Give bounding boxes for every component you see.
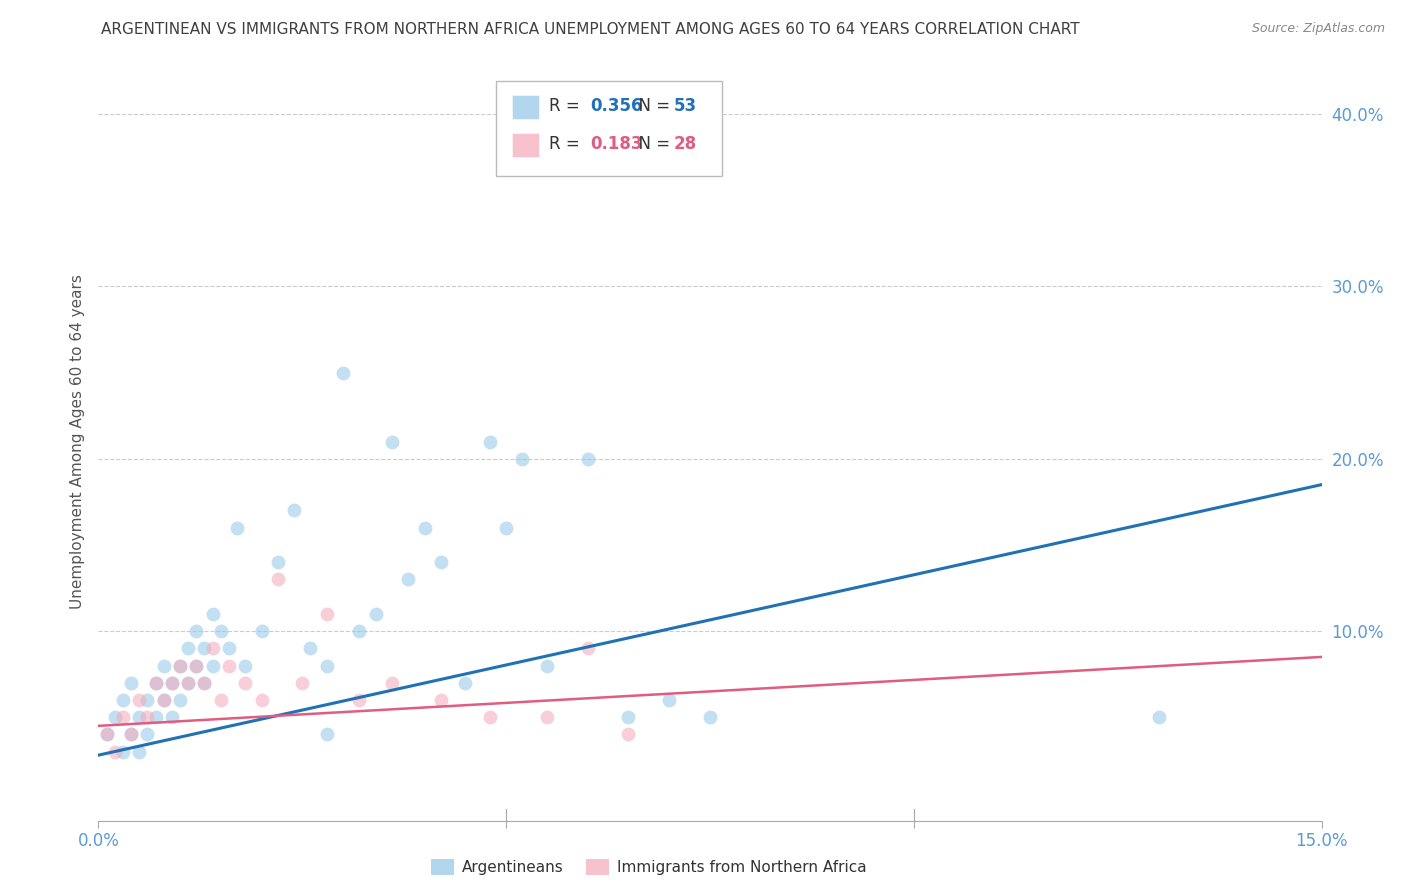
Point xyxy=(209,624,232,639)
Point xyxy=(267,573,290,587)
Point xyxy=(478,434,501,449)
Point xyxy=(120,727,142,741)
Point xyxy=(169,693,191,707)
Point xyxy=(136,710,159,724)
Text: 0.356: 0.356 xyxy=(591,96,643,115)
Point xyxy=(218,658,240,673)
Point xyxy=(177,675,200,690)
Point xyxy=(186,658,208,673)
Point xyxy=(315,727,337,741)
Text: 53: 53 xyxy=(673,96,696,115)
Point xyxy=(413,521,436,535)
Point xyxy=(478,710,501,724)
Point xyxy=(209,693,232,707)
Point xyxy=(576,641,599,656)
Point xyxy=(576,451,599,466)
Point xyxy=(120,675,142,690)
Point xyxy=(152,693,174,707)
Point xyxy=(201,641,224,656)
Point xyxy=(160,710,183,724)
Point xyxy=(495,521,517,535)
Point xyxy=(111,693,134,707)
Text: 0.183: 0.183 xyxy=(591,135,643,153)
Point xyxy=(128,710,150,724)
Point xyxy=(430,555,453,569)
Point xyxy=(349,693,371,707)
Point xyxy=(536,710,558,724)
Text: R =: R = xyxy=(548,135,585,153)
Point xyxy=(233,658,256,673)
Point xyxy=(250,693,273,707)
Point xyxy=(299,641,322,656)
Point xyxy=(430,693,453,707)
Point xyxy=(332,366,354,380)
Point xyxy=(111,710,134,724)
Point xyxy=(218,641,240,656)
Point xyxy=(193,641,215,656)
Y-axis label: Unemployment Among Ages 60 to 64 years: Unemployment Among Ages 60 to 64 years xyxy=(69,274,84,609)
Point xyxy=(658,693,681,707)
Point xyxy=(136,727,159,741)
Point xyxy=(201,658,224,673)
Text: R =: R = xyxy=(548,96,585,115)
Point xyxy=(291,675,314,690)
Point xyxy=(145,675,167,690)
Point xyxy=(160,675,183,690)
Point xyxy=(186,624,208,639)
Point xyxy=(364,607,387,621)
Point xyxy=(512,451,534,466)
Point xyxy=(136,693,159,707)
Text: N =: N = xyxy=(628,135,675,153)
Point xyxy=(104,710,127,724)
Point xyxy=(160,675,183,690)
Point xyxy=(193,675,215,690)
Point xyxy=(186,658,208,673)
Point xyxy=(226,521,249,535)
Legend: Argentineans, Immigrants from Northern Africa: Argentineans, Immigrants from Northern A… xyxy=(425,853,873,881)
Point xyxy=(169,658,191,673)
Point xyxy=(128,745,150,759)
Point xyxy=(145,675,167,690)
Point xyxy=(111,745,134,759)
Point xyxy=(152,693,174,707)
Point xyxy=(128,693,150,707)
Text: 28: 28 xyxy=(673,135,696,153)
Point xyxy=(315,658,337,673)
Point xyxy=(267,555,290,569)
Point xyxy=(177,641,200,656)
FancyBboxPatch shape xyxy=(512,133,538,157)
Point xyxy=(201,607,224,621)
Text: ARGENTINEAN VS IMMIGRANTS FROM NORTHERN AFRICA UNEMPLOYMENT AMONG AGES 60 TO 64 : ARGENTINEAN VS IMMIGRANTS FROM NORTHERN … xyxy=(101,22,1080,37)
Point xyxy=(177,675,200,690)
Point xyxy=(617,710,640,724)
Point xyxy=(1147,710,1170,724)
Point xyxy=(381,675,404,690)
Point xyxy=(96,727,118,741)
Point xyxy=(283,503,305,517)
Point xyxy=(617,727,640,741)
Point xyxy=(120,727,142,741)
Point xyxy=(145,710,167,724)
Text: N =: N = xyxy=(628,96,675,115)
Point xyxy=(381,434,404,449)
Text: Source: ZipAtlas.com: Source: ZipAtlas.com xyxy=(1251,22,1385,36)
FancyBboxPatch shape xyxy=(512,95,538,120)
Point xyxy=(396,573,419,587)
Point xyxy=(699,710,721,724)
Point xyxy=(536,658,558,673)
Point xyxy=(454,675,477,690)
Point xyxy=(193,675,215,690)
FancyBboxPatch shape xyxy=(496,81,723,177)
Point xyxy=(250,624,273,639)
Point xyxy=(96,727,118,741)
Point xyxy=(233,675,256,690)
Point xyxy=(169,658,191,673)
Point xyxy=(152,658,174,673)
Point xyxy=(104,745,127,759)
Point xyxy=(349,624,371,639)
Point xyxy=(315,607,337,621)
